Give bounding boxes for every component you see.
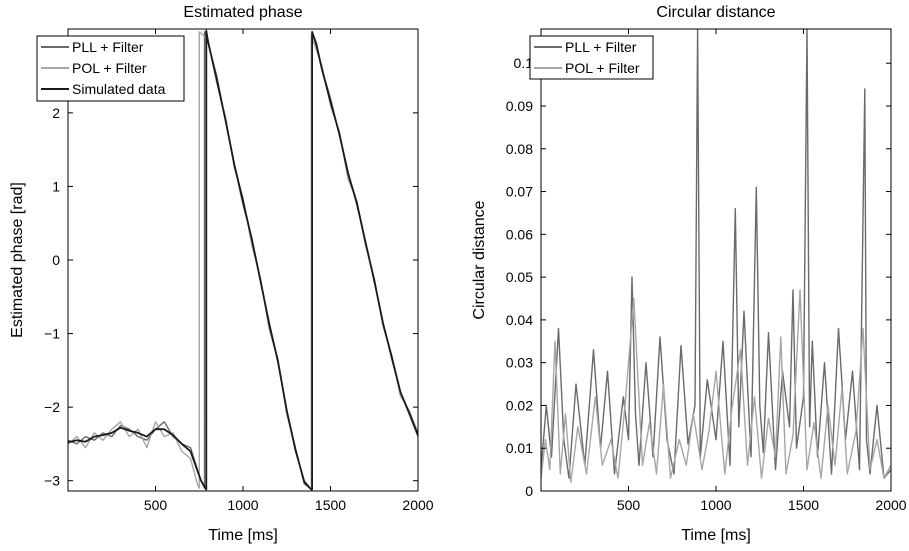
distance-legend-label-pol: POL + Filter xyxy=(565,60,640,76)
phase-x-tick-label: 1500 xyxy=(315,497,346,513)
distance-x-tick-label: 2000 xyxy=(875,497,906,513)
phase-series-sim-line xyxy=(68,29,418,491)
distance-y-tick-label: 0.1 xyxy=(514,55,534,71)
phase-y-label: Estimated phase [rad] xyxy=(9,182,26,338)
distance-legend-label-pll: PLL + Filter xyxy=(565,39,637,55)
distance-y-ticks: 0 0.01 0.02 0.03 0.04 0.05 0.06 0.07 0.08 0.09 0.1 xyxy=(506,55,891,499)
distance-y-tick-label: 0.08 xyxy=(506,141,533,157)
phase-y-tick-label: −2 xyxy=(44,399,60,415)
phase-legend-label-sim: Simulated data xyxy=(72,81,166,97)
distance-y-tick-label: 0 xyxy=(525,483,533,499)
phase-x-ticks: 500 1000 1500 2000 xyxy=(144,29,434,513)
phase-x-tick-label: 2000 xyxy=(402,497,433,513)
distance-x-tick-label: 500 xyxy=(617,497,641,513)
phase-y-ticks: −3 −2 −1 0 1 2 xyxy=(44,105,418,489)
distance-y-tick-label: 0.06 xyxy=(506,226,533,242)
phase-chart: Estimated phase 500 1000 1500 2000 −3 −2 −1 0 1… xyxy=(9,4,434,544)
phase-chart-title: Estimated phase xyxy=(183,4,302,21)
phase-x-tick-label: 1000 xyxy=(227,497,258,513)
distance-legend: PLL + Filter POL + Filter xyxy=(529,35,654,80)
distance-x-tick-label: 1500 xyxy=(788,497,819,513)
distance-plot-area xyxy=(541,29,891,484)
phase-y-tick-label: 1 xyxy=(52,178,60,194)
phase-y-tick-label: 0 xyxy=(52,252,60,268)
phase-x-tick-label: 500 xyxy=(144,497,168,513)
phase-y-tick-label: −1 xyxy=(44,326,60,342)
distance-series-pol-line xyxy=(541,289,891,484)
distance-series-pll-line xyxy=(541,29,891,479)
distance-chart-title: Circular distance xyxy=(656,4,775,21)
phase-legend-label-pol: POL + Filter xyxy=(72,60,147,76)
distance-y-tick-label: 0.02 xyxy=(506,397,533,413)
distance-y-tick-label: 0.01 xyxy=(506,440,533,456)
distance-legend-box xyxy=(529,35,654,80)
distance-chart: Circular distance 500 1000 1500 2000 00.010… xyxy=(471,4,907,544)
distance-y-tick-label: 0.03 xyxy=(506,355,533,371)
distance-y-tick-label: 0.04 xyxy=(506,312,533,328)
distance-y-tick-label: 0.07 xyxy=(506,184,533,200)
phase-plot-area xyxy=(68,29,418,491)
distance-x-label: Time [ms] xyxy=(681,527,751,544)
phase-y-tick-label: −3 xyxy=(44,473,60,489)
distance-y-tick-label: 0.09 xyxy=(506,98,533,114)
distance-y-tick-label: 0.05 xyxy=(506,269,533,285)
distance-x-ticks: 500 1000 1500 2000 xyxy=(617,29,907,513)
phase-y-tick-label: 2 xyxy=(52,105,60,121)
phase-x-label: Time [ms] xyxy=(208,527,278,544)
phase-legend: PLL + Filter POL + Filter Simulated data xyxy=(36,35,185,102)
distance-y-label: Circular distance xyxy=(471,200,488,319)
phase-legend-label-pll: PLL + Filter xyxy=(72,39,144,55)
distance-x-tick-label: 1000 xyxy=(700,497,731,513)
